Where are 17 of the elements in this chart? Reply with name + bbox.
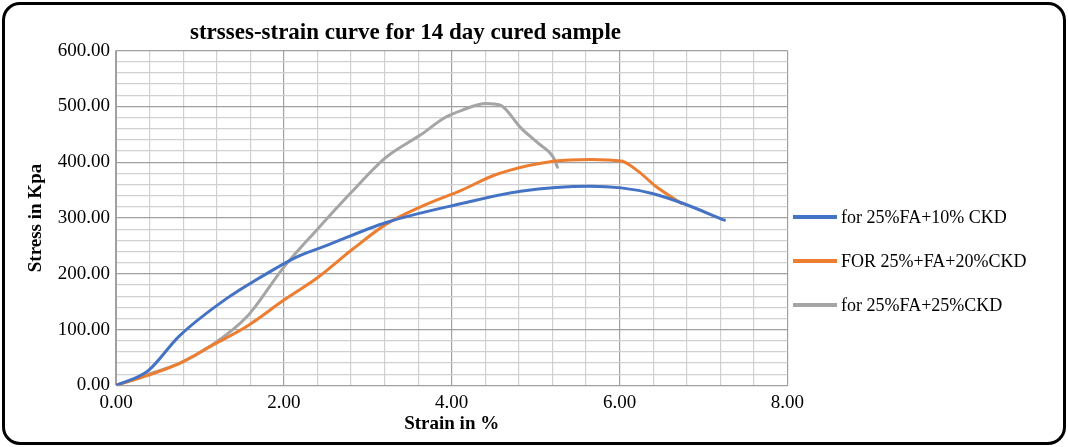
- y-axis-title: Stress in Kpa: [24, 163, 46, 273]
- y-tick-label: 300.00: [57, 205, 111, 227]
- legend-label: for 25%FA+25%CKD: [841, 294, 1003, 316]
- x-tick-label: 4.00: [435, 390, 469, 412]
- x-tick-label: 2.00: [267, 390, 301, 412]
- y-tick-label: 400.00: [57, 150, 111, 172]
- y-tick-label: 600.00: [57, 38, 111, 60]
- legend-label: FOR 25%+FA+20%CKD: [841, 250, 1027, 272]
- legend-label: for 25%FA+10% CKD: [841, 206, 1007, 228]
- y-tick-label: 500.00: [57, 94, 111, 116]
- line-series: [116, 184, 726, 386]
- y-tick-label: 100.00: [57, 317, 111, 339]
- x-tick-label: 8.00: [770, 390, 804, 412]
- y-tick-label: 200.00: [57, 261, 111, 283]
- x-axis-title: Strain in %: [404, 411, 500, 433]
- chart-title: strsses-strain curve for 14 day cured sample: [190, 18, 621, 44]
- x-tick-label: 6.00: [602, 390, 637, 412]
